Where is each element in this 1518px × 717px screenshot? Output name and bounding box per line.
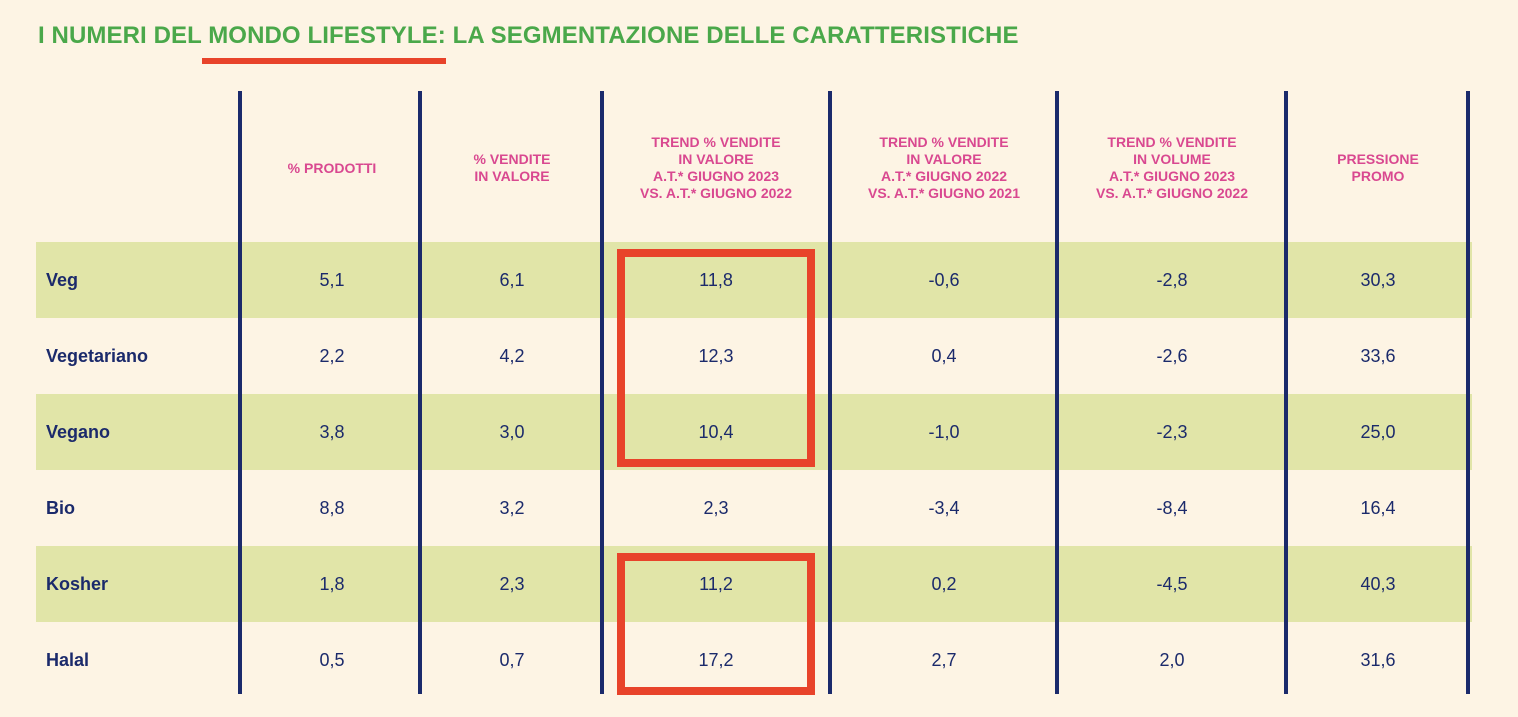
table-cell: 10,4 bbox=[698, 421, 734, 442]
column-divider bbox=[418, 91, 422, 694]
highlight-box bbox=[617, 553, 815, 695]
table-cell: 3,2 bbox=[499, 497, 525, 518]
column-header-line: TREND % VENDITE bbox=[651, 134, 781, 150]
column-divider bbox=[600, 91, 604, 694]
title-underline bbox=[202, 58, 446, 64]
title-prefix: I NUMERI DEL bbox=[38, 22, 209, 49]
table-cell: -8,4 bbox=[1156, 497, 1188, 518]
column-header-line: IN VALORE bbox=[474, 168, 550, 184]
column-header-line: A.T.* GIUGNO 2022 bbox=[880, 168, 1008, 184]
row-band bbox=[36, 394, 1472, 470]
column-header-line: % PRODOTTI bbox=[287, 159, 377, 176]
table-cell: -2,6 bbox=[1156, 345, 1188, 366]
table-cell: 2,3 bbox=[499, 573, 525, 594]
title-suffix: : LA SEGMENTAZIONE DELLE CARATTERISTICHE bbox=[437, 22, 1019, 49]
column-header-text: % PRODOTTI bbox=[288, 160, 377, 177]
column-header-line: PROMO bbox=[1351, 168, 1405, 184]
column-header-text: TREND % VENDITE IN VALORE A.T.* GIUGNO 202… bbox=[640, 134, 792, 202]
column-header-line: IN VALORE bbox=[906, 151, 982, 167]
highlight-box bbox=[617, 249, 815, 467]
table-cell: 2,3 bbox=[703, 497, 729, 518]
table-cell: 0,4 bbox=[931, 345, 957, 366]
column-divider bbox=[1284, 91, 1288, 694]
column-header-line: IN VOLUME bbox=[1133, 151, 1211, 167]
table-cell: 2,7 bbox=[931, 649, 957, 670]
table-cell: 11,8 bbox=[699, 269, 733, 290]
column-header-line: TREND % VENDITE bbox=[1107, 134, 1237, 150]
column-header-line: IN VALORE bbox=[678, 151, 754, 167]
column-header-text: PRESSIONE PROMO bbox=[1337, 151, 1419, 185]
row-label: Veg bbox=[46, 269, 79, 290]
row-label: Halal bbox=[46, 649, 90, 670]
column-header: PRESSIONE PROMO bbox=[1293, 108, 1463, 228]
table-cell: -4,5 bbox=[1156, 573, 1188, 594]
table-cell: 11,2 bbox=[699, 573, 733, 594]
table-cell: 0,5 bbox=[319, 649, 345, 670]
column-header: % PRODOTTI bbox=[247, 108, 417, 228]
table-cell: 16,4 bbox=[1360, 497, 1396, 518]
table-cell: 8,8 bbox=[319, 497, 345, 518]
table-cell: 3,8 bbox=[319, 421, 345, 442]
column-divider bbox=[828, 91, 832, 694]
row-label: Bio bbox=[46, 497, 75, 518]
table-cell: -2,3 bbox=[1156, 421, 1188, 442]
table-cell: 4,2 bbox=[499, 345, 525, 366]
column-header: TREND % VENDITE IN VALORE A.T.* GIUGNO 202… bbox=[839, 108, 1049, 228]
table-cell: -0,6 bbox=[928, 269, 960, 290]
column-header: TREND % VENDITE IN VALORE A.T.* GIUGNO 202… bbox=[611, 108, 821, 228]
row-label: Vegetariano bbox=[46, 345, 149, 366]
table-cell: 25,0 bbox=[1360, 421, 1396, 442]
table-cell: -2,8 bbox=[1156, 269, 1188, 290]
table-cell: -3,4 bbox=[928, 497, 960, 518]
column-header-line: % VENDITE bbox=[473, 151, 551, 167]
table-cell: 31,6 bbox=[1360, 649, 1396, 670]
page-title: I NUMERI DEL MONDO LIFESTYLE: LA SEGMENT… bbox=[38, 22, 1019, 64]
table-cell: 33,6 bbox=[1360, 345, 1396, 366]
column-header-line: PRESSIONE bbox=[1337, 151, 1419, 167]
table-cell: 2,0 bbox=[1159, 649, 1185, 670]
table-cell: 12,3 bbox=[698, 345, 734, 366]
column-header: % VENDITE IN VALORE bbox=[427, 108, 597, 228]
table-cell: 0,7 bbox=[499, 649, 525, 670]
table-cell: -1,0 bbox=[928, 421, 960, 442]
column-divider bbox=[1055, 91, 1059, 694]
table-cell: 17,2 bbox=[698, 649, 734, 670]
column-header-line: VS. A.T.* GIUGNO 2022 bbox=[1096, 185, 1248, 201]
table-cell: 40,3 bbox=[1360, 573, 1396, 594]
column-header-text: TREND % VENDITE IN VALORE A.T.* GIUGNO 202… bbox=[868, 134, 1020, 202]
column-header-line: A.T.* GIUGNO 2023 bbox=[1108, 168, 1236, 184]
column-divider bbox=[1466, 91, 1470, 694]
table-cell: 30,3 bbox=[1360, 269, 1396, 290]
row-label: Kosher bbox=[46, 573, 109, 594]
table-cell: 5,1 bbox=[319, 269, 345, 290]
table-cell: 1,8 bbox=[319, 573, 345, 594]
row-label: Vegano bbox=[46, 421, 111, 442]
column-header-line: TREND % VENDITE bbox=[879, 134, 1009, 150]
column-header-line: A.T.* GIUGNO 2023 bbox=[652, 168, 780, 184]
column-header-text: TREND % VENDITE IN VOLUME A.T.* GIUGNO 202… bbox=[1096, 134, 1248, 202]
column-header-line: VS. A.T.* GIUGNO 2021 bbox=[868, 185, 1020, 201]
column-header-line: VS. A.T.* GIUGNO 2022 bbox=[640, 185, 792, 201]
column-divider bbox=[238, 91, 242, 694]
column-header: TREND % VENDITE IN VOLUME A.T.* GIUGNO 202… bbox=[1067, 108, 1277, 228]
table-cell: 6,1 bbox=[499, 269, 525, 290]
title-highlight: MONDO LIFESTYLE bbox=[202, 22, 446, 64]
table-cell: 0,2 bbox=[931, 573, 957, 594]
table-cell: 2,2 bbox=[319, 345, 345, 366]
title-highlight-text: MONDO LIFESTYLE bbox=[208, 22, 438, 49]
column-header-text: % VENDITE IN VALORE bbox=[473, 151, 550, 185]
table-cell: 3,0 bbox=[499, 421, 525, 442]
